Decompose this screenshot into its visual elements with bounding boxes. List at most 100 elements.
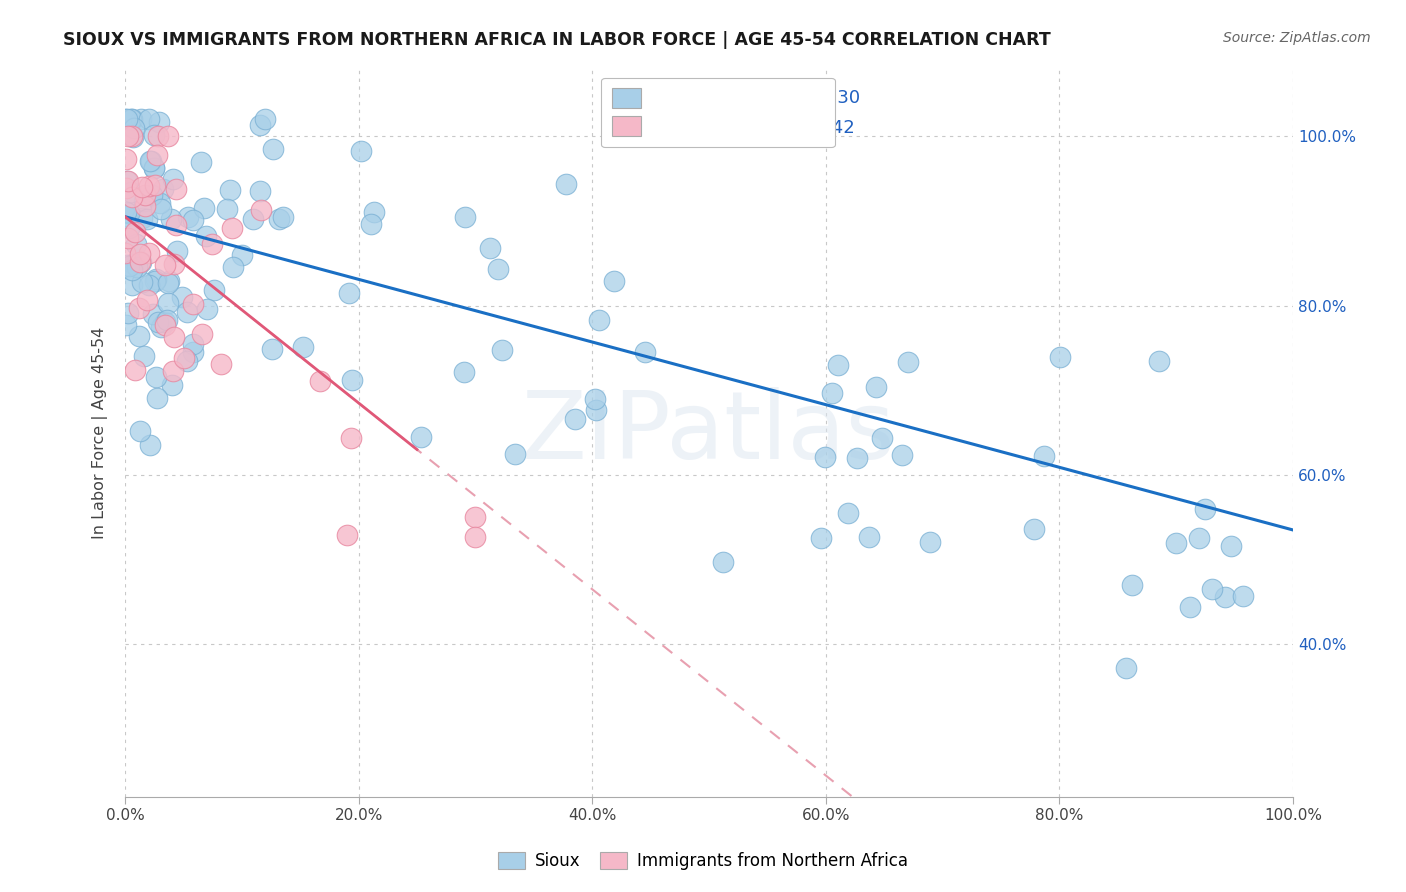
Point <box>157 274 180 288</box>
Point <box>588 313 610 327</box>
Point <box>486 261 509 276</box>
Point <box>139 154 162 169</box>
Point <box>156 313 179 327</box>
Point <box>121 189 143 203</box>
Point <box>122 120 145 135</box>
Point <box>117 231 139 245</box>
Point <box>124 225 146 239</box>
Point <box>125 260 148 275</box>
Point <box>145 370 167 384</box>
Point <box>129 425 152 439</box>
Point <box>1166 535 1188 549</box>
Point <box>143 161 166 175</box>
Point <box>262 142 284 156</box>
Point <box>128 255 150 269</box>
Point <box>870 431 893 445</box>
Point <box>132 194 155 208</box>
Point <box>308 374 330 388</box>
Point <box>159 211 181 226</box>
Point <box>195 228 218 243</box>
Point <box>217 202 239 217</box>
Point <box>153 315 176 329</box>
Point <box>117 173 139 187</box>
Point <box>250 203 273 218</box>
Point <box>114 209 136 223</box>
Point <box>478 241 501 255</box>
Point <box>918 535 941 549</box>
Point <box>491 343 513 357</box>
Point <box>142 307 165 321</box>
Point <box>143 178 166 193</box>
Point <box>163 257 186 271</box>
Point <box>118 206 141 220</box>
Point <box>222 260 245 274</box>
Point <box>162 378 184 392</box>
Point <box>464 530 486 544</box>
Point <box>231 248 253 262</box>
Point <box>129 247 152 261</box>
Point <box>153 258 176 272</box>
Point <box>120 185 142 199</box>
Point <box>129 255 152 269</box>
Point <box>454 210 477 224</box>
Point <box>145 147 167 161</box>
Point <box>165 182 187 196</box>
Point <box>814 450 837 464</box>
Point <box>337 286 360 301</box>
Point <box>138 112 160 127</box>
Point <box>115 258 138 272</box>
Point <box>254 112 277 127</box>
Point <box>249 119 271 133</box>
Point <box>827 358 849 372</box>
Point <box>292 341 315 355</box>
Point <box>271 210 294 224</box>
Legend:                               ,                               : , <box>602 78 835 147</box>
Text: 42: 42 <box>825 120 855 137</box>
Point <box>143 274 166 288</box>
Point <box>585 403 607 417</box>
Point <box>1033 449 1056 463</box>
Y-axis label: In Labor Force | Age 45-54: In Labor Force | Age 45-54 <box>93 326 108 539</box>
Point <box>1219 539 1241 553</box>
Point <box>134 188 156 202</box>
Point <box>128 329 150 343</box>
Point <box>148 114 170 128</box>
Point <box>145 272 167 286</box>
Point <box>1024 522 1046 536</box>
Point <box>170 289 193 303</box>
Point <box>157 296 180 310</box>
Point <box>1115 660 1137 674</box>
Point <box>858 530 880 544</box>
Point <box>114 112 136 127</box>
Point <box>152 181 174 195</box>
Point <box>342 372 364 386</box>
Point <box>149 320 172 334</box>
Point <box>138 278 160 293</box>
Point <box>896 355 918 369</box>
Point <box>634 345 657 359</box>
Point <box>810 532 832 546</box>
Point <box>141 187 163 202</box>
Point <box>453 365 475 379</box>
Point <box>177 210 200 224</box>
Point <box>837 506 859 520</box>
Point <box>1147 354 1170 368</box>
Point <box>121 277 143 292</box>
Point <box>115 204 138 219</box>
Point <box>157 276 180 290</box>
Point <box>201 237 224 252</box>
Point <box>162 172 184 186</box>
Point <box>350 144 373 158</box>
Point <box>138 178 160 193</box>
Point <box>1188 532 1211 546</box>
Point <box>191 326 214 341</box>
Point <box>150 202 173 217</box>
Point <box>603 274 626 288</box>
Point <box>121 262 143 277</box>
Point <box>131 180 153 194</box>
Point <box>336 528 359 542</box>
Point <box>181 344 204 359</box>
Point <box>865 380 887 394</box>
Text: -0.219: -0.219 <box>697 120 755 137</box>
Point <box>195 302 218 317</box>
